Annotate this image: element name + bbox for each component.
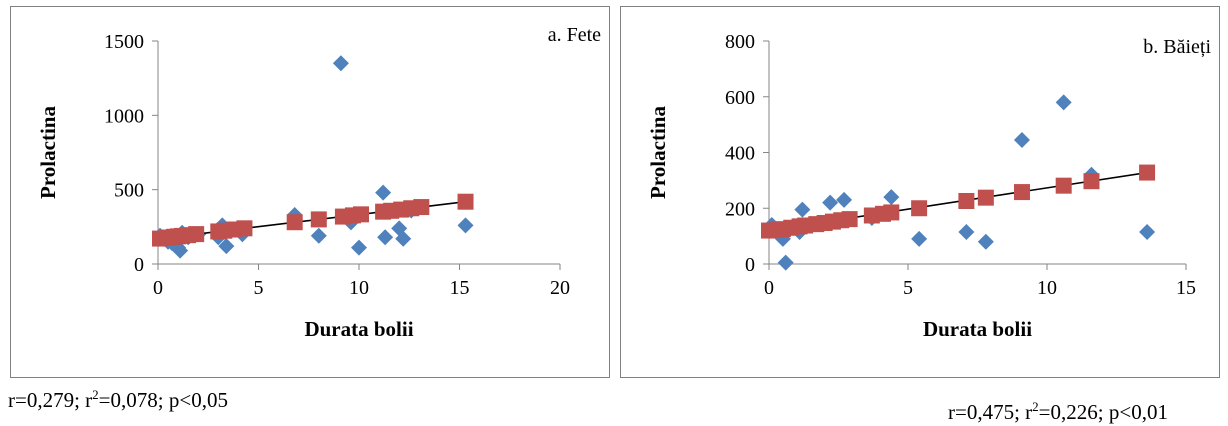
y-tick-label: 400 (725, 143, 755, 165)
x-tick-label: 0 (153, 277, 163, 299)
data-point-diamond (395, 230, 412, 247)
data-point-diamond (836, 191, 853, 208)
data-point-diamond (883, 189, 900, 206)
data-point-square (883, 204, 900, 221)
data-point-square (188, 226, 205, 243)
x-tick-label: 5 (903, 277, 913, 299)
chart-panel-fete: 0 500 1000 1500 0 5 10 15 20 Durata bolii Prolacti… (10, 6, 610, 378)
x-tick-label: 5 (254, 277, 264, 299)
data-point-diamond (1139, 223, 1156, 240)
data-point-diamond (977, 233, 994, 250)
chart-svg-baieti: 0 200 400 600 800 0 5 10 15 Durata bolii Prolactin… (646, 31, 1211, 341)
x-tick-label: 15 (1176, 277, 1196, 299)
chart-panel-baieti: 0 200 400 600 800 0 5 10 15 Durata bolii Prolactin… (620, 6, 1220, 378)
y-tick-label: 1000 (104, 105, 144, 127)
data-point-diamond (911, 230, 928, 247)
y-tick-label: 600 (725, 87, 755, 109)
chart-title: a. Fete (548, 24, 601, 46)
y-tick-label: 500 (114, 180, 144, 202)
chart-svg-fete: 0 500 1000 1500 0 5 10 15 20 Durata bolii Prolacti… (36, 24, 601, 341)
stat-right-sup: 2 (1032, 399, 1039, 414)
data-point-diamond (1013, 131, 1030, 148)
data-point-diamond (351, 239, 367, 256)
x-tick-label: 10 (349, 277, 369, 299)
stat-caption-left: r=0,279; r2=0,078; p<0,05 (8, 388, 228, 413)
y-tick-label: 200 (725, 198, 755, 220)
stat-right-rest: =0,226; p<0,01 (1038, 400, 1168, 424)
data-point-diamond (218, 238, 235, 255)
data-point-square (457, 193, 474, 210)
data-point-square (958, 193, 975, 210)
chart-title: b. Băieți (1143, 36, 1211, 58)
data-point-square (413, 199, 430, 216)
stat-right-r: r=0,475; r (948, 400, 1033, 424)
data-point-square (353, 206, 370, 223)
data-point-square (841, 211, 858, 228)
stat-left-sup: 2 (92, 387, 99, 402)
data-point-square (236, 220, 253, 237)
x-axis-label: Durata bolii (923, 317, 1032, 341)
stat-left-r: r=0,279; r (8, 388, 93, 412)
data-point-diamond (1055, 94, 1072, 111)
data-point-diamond (377, 229, 394, 246)
data-point-square (1139, 164, 1156, 181)
data-point-diamond (310, 227, 327, 244)
data-point-diamond (822, 194, 839, 211)
data-point-square (286, 214, 303, 231)
data-point-diamond (332, 55, 349, 72)
data-point-square (310, 211, 327, 228)
data-point-square (1055, 177, 1072, 194)
x-tick-label: 0 (764, 277, 774, 299)
stat-left-rest: =0,078; p<0,05 (98, 388, 228, 412)
x-tick-label: 20 (550, 277, 570, 299)
x-axis-label: Durata bolii (304, 317, 413, 341)
stat-caption-right: r=0,475; r2=0,226; p<0,01 (948, 400, 1168, 425)
data-point-square (1083, 173, 1100, 190)
y-tick-label: 800 (725, 31, 755, 53)
data-point-square (977, 189, 994, 206)
data-point-square (911, 200, 928, 217)
data-point-diamond (172, 242, 189, 259)
data-point-diamond (375, 184, 392, 201)
y-tick-label: 0 (745, 254, 755, 276)
data-point-diamond (794, 201, 811, 218)
y-tick-label: 1500 (104, 31, 144, 53)
data-point-square (1013, 184, 1030, 201)
y-tick-label: 0 (134, 254, 144, 276)
y-axis-label: Prolactina (646, 106, 670, 199)
data-point-diamond (777, 254, 794, 271)
data-point-diamond (457, 217, 474, 234)
data-point-diamond (958, 223, 975, 240)
x-tick-label: 15 (450, 277, 470, 299)
y-axis-label: Prolactina (36, 106, 60, 199)
x-tick-label: 10 (1037, 277, 1057, 299)
